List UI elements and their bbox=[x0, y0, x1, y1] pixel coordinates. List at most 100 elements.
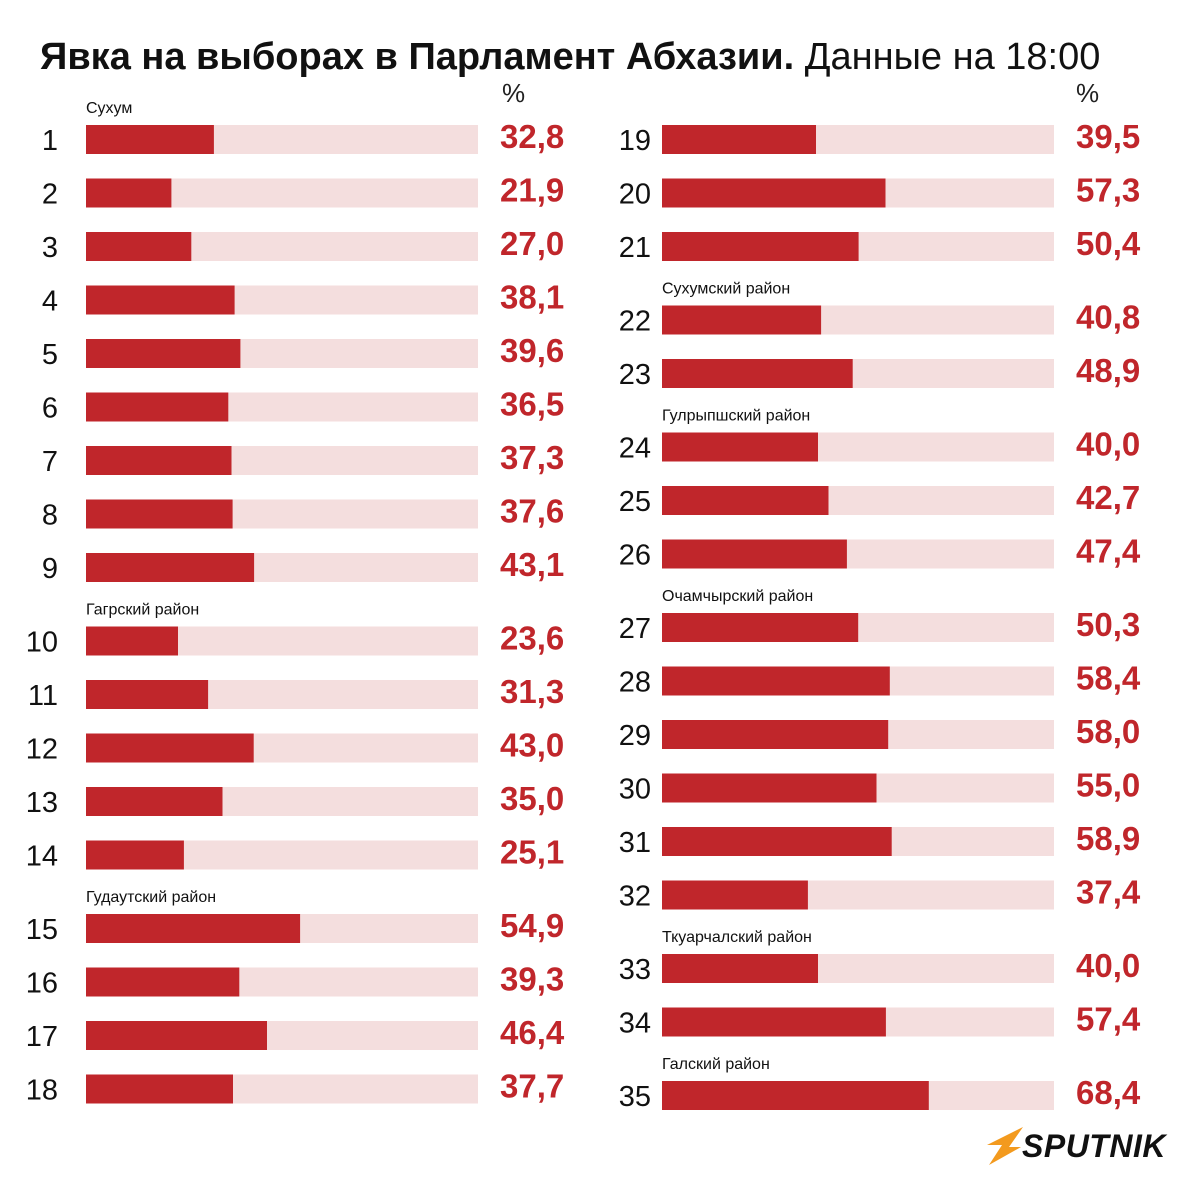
turnout-bar bbox=[662, 486, 829, 515]
group-label: Галский район bbox=[662, 1056, 770, 1073]
turnout-bar bbox=[86, 733, 254, 763]
district-number: 3 bbox=[42, 232, 58, 264]
turnout-bar bbox=[86, 125, 214, 154]
district-number: 18 bbox=[26, 1075, 58, 1107]
turnout-value-label: 42,7 bbox=[1076, 479, 1140, 516]
district-number: 31 bbox=[619, 827, 651, 859]
district-number: 6 bbox=[42, 393, 58, 425]
turnout-bar bbox=[86, 1021, 267, 1050]
turnout-bar bbox=[662, 232, 859, 261]
turnout-value-label: 39,5 bbox=[1076, 118, 1140, 155]
sputnik-logo-text: SPUTNIK bbox=[1022, 1128, 1166, 1164]
district-number: 24 bbox=[619, 433, 651, 465]
turnout-value-label: 57,3 bbox=[1076, 172, 1140, 209]
turnout-bar bbox=[662, 954, 818, 983]
turnout-bar bbox=[86, 339, 241, 368]
district-number: 10 bbox=[26, 627, 58, 659]
turnout-bar bbox=[86, 232, 192, 261]
district-number: 17 bbox=[26, 1021, 58, 1053]
district-number: 9 bbox=[42, 553, 58, 585]
chart-title: Явка на выборах в Парламент Абхазии. Дан… bbox=[40, 34, 1100, 80]
district-number: 35 bbox=[619, 1081, 651, 1113]
turnout-value-label: 27,0 bbox=[500, 225, 564, 262]
district-number: 33 bbox=[619, 954, 651, 986]
turnout-bar bbox=[662, 1081, 929, 1110]
turnout-value-label: 43,0 bbox=[500, 727, 564, 764]
chart-title-date: Данные на 18:00 bbox=[804, 36, 1101, 78]
turnout-value-label: 39,3 bbox=[500, 961, 564, 998]
district-number: 26 bbox=[619, 540, 651, 572]
turnout-bar bbox=[662, 539, 847, 569]
district-number: 28 bbox=[619, 667, 651, 699]
turnout-bar bbox=[86, 178, 172, 208]
group-label: Сухум bbox=[86, 100, 132, 117]
turnout-bar bbox=[662, 880, 808, 910]
district-number: 29 bbox=[619, 720, 651, 752]
turnout-bar bbox=[662, 773, 877, 803]
district-number: 8 bbox=[42, 500, 58, 532]
district-number: 15 bbox=[26, 914, 58, 946]
turnout-bar bbox=[86, 499, 233, 529]
district-number: 11 bbox=[28, 680, 58, 712]
district-number: 14 bbox=[26, 841, 58, 873]
district-number: 25 bbox=[619, 486, 651, 518]
district-number: 21 bbox=[619, 232, 651, 264]
turnout-value-label: 37,6 bbox=[500, 493, 564, 530]
turnout-value-label: 57,4 bbox=[1076, 1001, 1141, 1038]
turnout-bar bbox=[662, 125, 816, 154]
turnout-bar bbox=[86, 1074, 233, 1104]
district-number: 30 bbox=[619, 774, 651, 806]
turnout-bar bbox=[662, 305, 822, 335]
turnout-bar bbox=[86, 680, 209, 709]
district-number: 23 bbox=[619, 359, 651, 391]
turnout-value-label: 37,3 bbox=[500, 439, 564, 476]
group-label: Сухумский район bbox=[662, 281, 790, 298]
district-number: 22 bbox=[619, 306, 651, 338]
turnout-value-label: 36,5 bbox=[500, 386, 564, 423]
turnout-value-label: 40,0 bbox=[1076, 426, 1140, 463]
turnout-value-label: 54,9 bbox=[500, 907, 564, 944]
turnout-value-label: 47,4 bbox=[1076, 533, 1141, 570]
district-number: 20 bbox=[619, 179, 651, 211]
turnout-bar bbox=[662, 178, 886, 208]
turnout-value-label: 68,4 bbox=[1076, 1074, 1141, 1111]
district-number: 4 bbox=[42, 286, 58, 318]
turnout-bar bbox=[662, 432, 818, 462]
group-label: Гулрыпшский район bbox=[662, 408, 810, 425]
unit-label-right: % bbox=[1076, 78, 1100, 108]
turnout-bar bbox=[662, 613, 859, 642]
turnout-bar bbox=[86, 840, 184, 870]
turnout-bar bbox=[662, 359, 853, 388]
unit-label-left: % bbox=[502, 78, 526, 108]
district-number: 5 bbox=[42, 339, 58, 371]
turnout-value-label: 23,6 bbox=[500, 620, 564, 657]
turnout-value-label: 37,4 bbox=[1076, 874, 1141, 911]
turnout-bar bbox=[662, 720, 889, 749]
turnout-bar bbox=[86, 446, 232, 475]
turnout-value-label: 32,8 bbox=[500, 118, 564, 155]
turnout-value-label: 43,1 bbox=[500, 546, 564, 583]
turnout-value-label: 40,8 bbox=[1076, 299, 1140, 336]
turnout-bar bbox=[86, 967, 240, 997]
district-number: 13 bbox=[26, 787, 58, 819]
turnout-bar bbox=[662, 827, 892, 856]
turnout-bar bbox=[86, 553, 255, 582]
turnout-value-label: 55,0 bbox=[1076, 767, 1140, 804]
turnout-value-label: 58,4 bbox=[1076, 660, 1141, 697]
district-number: 27 bbox=[619, 613, 651, 645]
turnout-value-label: 50,3 bbox=[1076, 606, 1140, 643]
district-number: 34 bbox=[619, 1008, 651, 1040]
district-number: 16 bbox=[26, 968, 58, 1000]
group-label: Гагрский район bbox=[86, 602, 199, 619]
turnout-value-label: 50,4 bbox=[1076, 225, 1141, 262]
turnout-bar bbox=[86, 787, 223, 816]
turnout-value-label: 48,9 bbox=[1076, 352, 1140, 389]
turnout-bar bbox=[662, 1007, 886, 1037]
turnout-value-label: 46,4 bbox=[500, 1014, 565, 1051]
district-number: 32 bbox=[619, 881, 651, 913]
group-label: Гудаутский район bbox=[86, 889, 216, 906]
group-label: Очамчырский район bbox=[662, 588, 813, 605]
turnout-bar bbox=[86, 914, 301, 943]
turnout-value-label: 40,0 bbox=[1076, 947, 1140, 984]
